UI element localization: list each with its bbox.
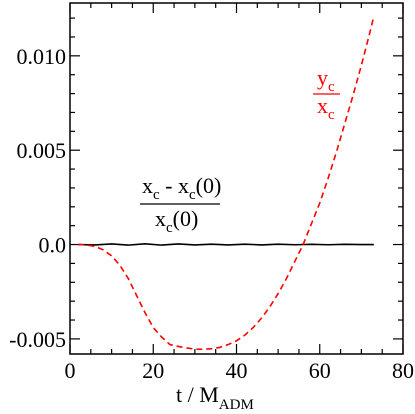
diff-num-b-sub: c [189,187,196,203]
ratio-num-sub: c [328,79,335,95]
plot-frame [69,2,404,355]
diff-numerator: xc - xc(0) [142,173,221,203]
x-axis-title-sub: ADM [219,397,254,413]
x-axis-title: t / MADM [176,382,254,413]
diff-den-a-sub: c [166,220,173,236]
y-tick-label: -0.005 [9,327,66,352]
ratio-den-main: x [317,93,328,118]
x-tick-label: 80 [392,358,414,383]
series-line-1 [78,242,374,246]
x-tick-label: 0 [65,358,76,383]
x-tick-label: 40 [226,358,248,383]
diff-num-b-arg: (0) [196,173,222,198]
series-group [78,16,375,351]
diff-num-a-sub: c [153,187,160,203]
x-tick-label: 60 [309,358,331,383]
ratio-annotation: yc xc [313,65,340,123]
diff-den-a-arg: (0) [173,206,199,231]
diff-num-a: x [142,173,153,198]
tick-labels: 0 20 40 60 80 -0.005 0.0 0.005 0.010 [9,44,414,383]
diff-denominator: xc(0) [155,206,198,236]
ratio-num-main: y [317,65,328,90]
x-tick-label: 20 [142,358,164,383]
ratio-denominator: xc [317,93,335,123]
x-axis-title-main: t / M [176,382,219,407]
ratio-den-sub: c [328,107,335,123]
y-tick-label: 0.010 [17,44,67,69]
diff-num-minus: - [160,173,178,198]
diff-num-b: x [178,173,189,198]
y-tick-label: 0.0 [39,233,67,258]
y-tick-label: 0.005 [17,138,67,163]
ticks [69,3,404,354]
diff-den-a: x [155,206,166,231]
ratio-numerator: yc [317,65,335,95]
series-line-2 [78,16,375,351]
diff-annotation: xc - xc(0) xc(0) [140,173,221,236]
